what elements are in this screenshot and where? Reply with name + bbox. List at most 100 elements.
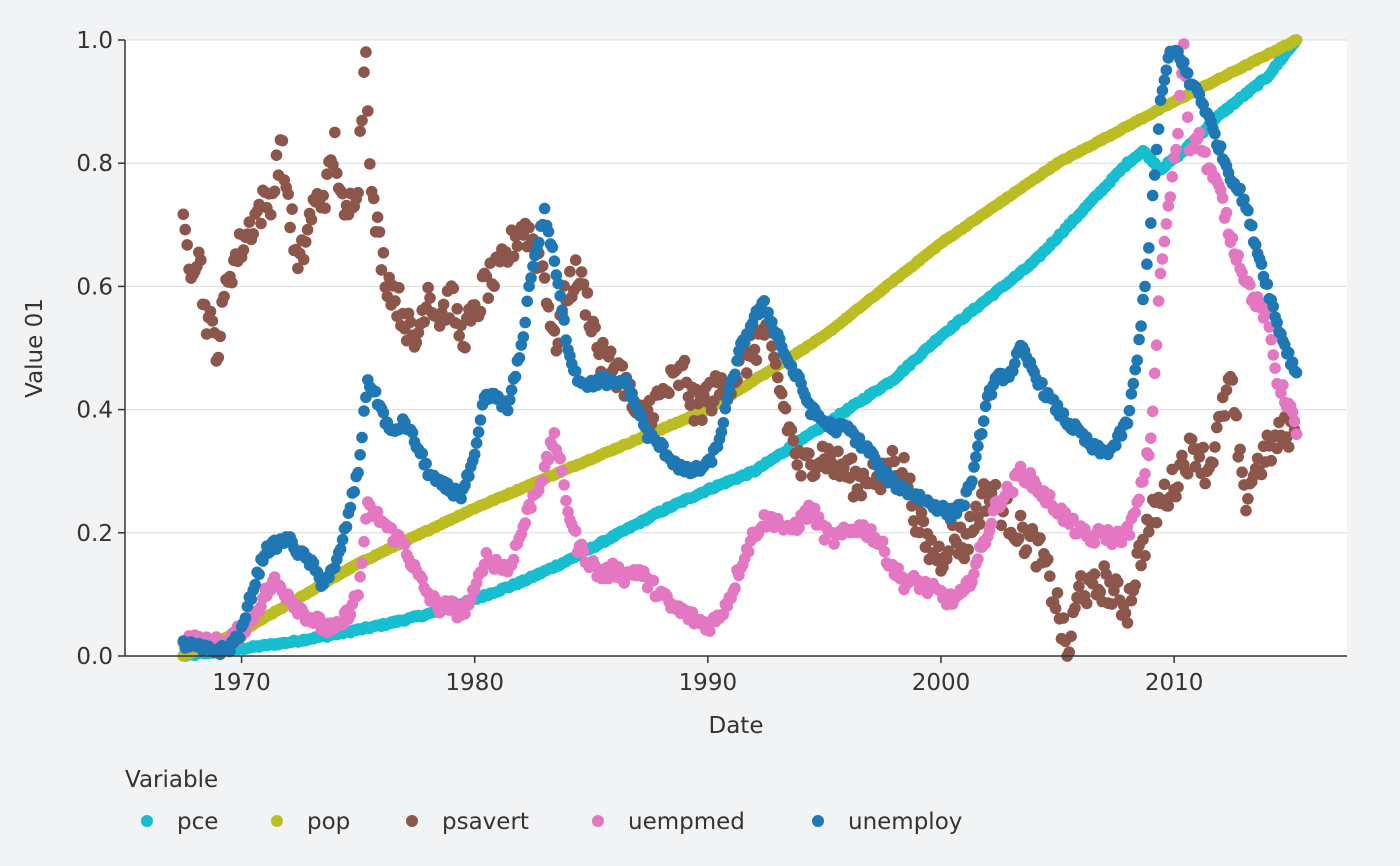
point-unemploy <box>1209 127 1221 140</box>
point-uempmed <box>1123 529 1136 541</box>
point-unemploy <box>1121 417 1134 430</box>
point-unemploy <box>519 316 531 329</box>
point-psavert <box>575 266 588 278</box>
point-psavert <box>647 412 660 424</box>
point-psavert <box>356 114 368 127</box>
legend-marker-unemploy <box>812 815 824 827</box>
point-psavert <box>589 321 601 334</box>
point-psavert <box>282 188 295 200</box>
point-psavert <box>1226 374 1239 386</box>
point-psavert <box>226 276 238 289</box>
point-psavert <box>791 459 803 471</box>
point-unemploy <box>369 385 382 398</box>
point-psavert <box>1129 579 1141 591</box>
point-unemploy <box>560 334 572 346</box>
point-psavert <box>1220 384 1233 396</box>
point-uempmed <box>507 553 520 566</box>
point-uempmed <box>1145 432 1157 445</box>
point-uempmed <box>371 505 384 518</box>
point-unemploy <box>1135 320 1147 332</box>
point-psavert <box>354 125 366 137</box>
data-points <box>177 34 1303 662</box>
point-unemploy <box>1181 67 1194 79</box>
point-uempmed <box>1290 428 1303 441</box>
point-psavert <box>748 343 761 356</box>
point-uempmed <box>1162 200 1175 212</box>
point-unemploy <box>1148 169 1161 181</box>
point-uempmed <box>1129 506 1141 519</box>
x-tick-label: 2000 <box>912 670 971 696</box>
point-unemploy <box>354 449 366 461</box>
point-psavert <box>1135 559 1147 572</box>
point-unemploy <box>352 466 364 479</box>
y-tick-label: 1.0 <box>76 28 113 54</box>
point-psavert <box>888 455 901 468</box>
point-unemploy <box>527 260 539 273</box>
point-unemploy <box>416 447 429 460</box>
x-tick-label: 1980 <box>445 670 504 696</box>
point-unemploy <box>505 384 518 396</box>
point-unemploy <box>1139 280 1151 293</box>
point-unemploy <box>657 439 669 451</box>
point-unemploy <box>472 426 485 438</box>
legend-label-unemploy: unemploy <box>848 809 962 835</box>
point-psavert <box>1069 602 1081 614</box>
point-unemploy <box>1255 258 1268 270</box>
point-psavert <box>358 66 370 78</box>
point-psavert <box>264 208 277 221</box>
point-uempmed <box>352 589 364 601</box>
point-psavert <box>1112 576 1124 588</box>
point-unemploy <box>705 456 718 469</box>
point-unemploy <box>348 486 361 498</box>
y-tick-label: 0.0 <box>76 644 113 670</box>
point-uempmed <box>542 454 555 466</box>
point-psavert <box>488 280 500 292</box>
point-uempmed <box>1152 295 1165 307</box>
point-psavert <box>410 336 423 349</box>
point-uempmed <box>1172 127 1184 140</box>
point-psavert <box>696 414 708 427</box>
point-unemploy <box>1160 64 1173 76</box>
point-psavert <box>276 134 289 147</box>
x-tick-label: 1990 <box>679 670 738 696</box>
point-psavert <box>305 213 318 226</box>
point-psavert <box>437 298 450 311</box>
point-uempmed <box>1286 406 1299 419</box>
point-psavert <box>604 345 617 358</box>
point-unemploy <box>538 202 551 215</box>
point-uempmed <box>1007 486 1019 499</box>
point-psavert <box>542 301 555 313</box>
point-unemploy <box>517 331 530 343</box>
point-psavert <box>1181 468 1194 480</box>
point-unemploy <box>377 406 390 419</box>
point-unemploy <box>406 426 419 439</box>
point-unemploy <box>358 405 370 417</box>
point-unemploy <box>1234 182 1246 195</box>
point-uempmed <box>354 571 366 583</box>
point-uempmed <box>1014 460 1027 473</box>
point-psavert <box>389 295 401 307</box>
point-uempmed <box>1133 493 1145 506</box>
point-unemploy <box>766 316 778 328</box>
point-uempmed <box>556 465 568 477</box>
legend-label-psavert: psavert <box>442 809 529 835</box>
point-psavert <box>523 221 535 234</box>
point-uempmed <box>1174 89 1186 102</box>
point-unemploy <box>356 431 368 444</box>
point-psavert <box>1125 594 1138 607</box>
point-psavert <box>958 552 971 565</box>
point-unemploy <box>513 352 526 364</box>
point-psavert <box>1242 493 1254 505</box>
point-psavert <box>1170 490 1182 503</box>
point-unemploy <box>1249 239 1262 251</box>
point-uempmed <box>1150 339 1163 352</box>
point-psavert <box>1012 532 1025 545</box>
point-psavert <box>360 46 372 58</box>
point-uempmed <box>558 479 570 491</box>
point-unemploy <box>1143 242 1155 254</box>
point-psavert <box>177 208 190 221</box>
point-psavert <box>1236 466 1248 479</box>
point-psavert <box>925 534 937 546</box>
point-psavert <box>206 315 219 327</box>
point-unemploy <box>533 236 545 249</box>
